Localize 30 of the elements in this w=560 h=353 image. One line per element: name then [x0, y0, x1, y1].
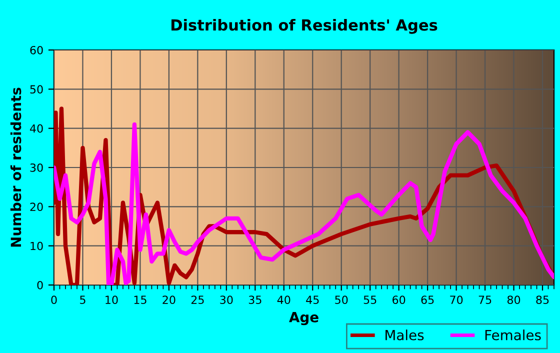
legend-label: Males: [386, 330, 424, 340]
x-tick-label: 45: [306, 296, 319, 304]
x-tick-label: 50: [335, 296, 348, 304]
x-tick-label: 0: [51, 296, 57, 304]
x-tick-label: 55: [364, 296, 376, 304]
y-tick-label: 10: [30, 242, 43, 250]
x-tick-label: 35: [248, 296, 262, 304]
x-tick-label: 70: [450, 296, 463, 304]
y-tick-label: 20: [30, 202, 43, 212]
chart-title: Distribution of Residents' Ages: [171, 18, 438, 34]
y-tick-label: 30: [30, 163, 43, 172]
x-tick-label: 20: [162, 296, 176, 304]
y-axis-title: Number of residents: [10, 88, 22, 247]
y-tick-label: 50: [30, 85, 43, 94]
x-tick-label: 5: [80, 296, 86, 304]
x-tick-label: 65: [421, 296, 434, 304]
x-tick-label: 40: [277, 296, 290, 304]
x-tick-label: 15: [134, 296, 146, 304]
x-tick-label: 75: [478, 296, 492, 304]
x-tick-label: 30: [220, 296, 233, 304]
x-tick-label: 60: [392, 296, 406, 304]
legend-label: Females: [485, 330, 541, 340]
y-tick-label: 0: [37, 280, 43, 290]
x-axis-title: Age: [289, 312, 318, 326]
x-tick-label: 10: [106, 296, 118, 304]
x-tick-label: 80: [507, 296, 520, 304]
y-tick-label: 60: [30, 46, 43, 54]
x-tick-label: 25: [191, 296, 204, 304]
x-tick-label: 85: [536, 296, 549, 304]
y-tick-label: 40: [30, 124, 43, 133]
